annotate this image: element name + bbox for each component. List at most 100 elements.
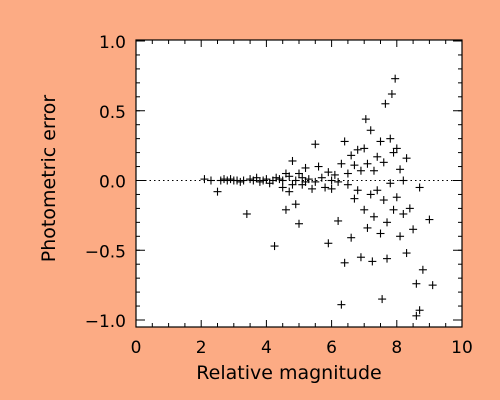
data-point bbox=[402, 249, 411, 258]
data-point bbox=[242, 209, 251, 218]
data-point bbox=[383, 254, 392, 263]
data-point bbox=[281, 205, 290, 214]
data-point bbox=[363, 159, 372, 168]
data-point bbox=[330, 170, 339, 179]
data-point bbox=[337, 159, 346, 168]
data-point bbox=[378, 295, 387, 304]
plot-area bbox=[136, 40, 462, 327]
data-point bbox=[340, 258, 349, 267]
data-points bbox=[200, 74, 437, 320]
data-point bbox=[391, 74, 400, 83]
y-tick-label: −0.5 bbox=[85, 242, 126, 262]
data-point bbox=[412, 311, 421, 320]
data-point bbox=[405, 204, 414, 213]
data-point bbox=[347, 233, 356, 242]
data-point bbox=[361, 115, 370, 124]
data-point bbox=[343, 180, 352, 189]
data-point bbox=[353, 186, 362, 195]
data-point bbox=[386, 179, 395, 188]
data-point bbox=[275, 175, 284, 184]
data-point bbox=[285, 172, 294, 181]
data-point bbox=[428, 281, 437, 290]
data-point bbox=[272, 173, 281, 182]
plot-frame bbox=[135, 39, 463, 328]
data-point bbox=[376, 229, 385, 238]
data-point bbox=[334, 216, 343, 225]
x-tick-label: 6 bbox=[326, 338, 337, 358]
data-point bbox=[327, 176, 336, 185]
data-point bbox=[381, 99, 390, 108]
data-point bbox=[366, 190, 375, 199]
data-point bbox=[399, 176, 408, 185]
x-tick-labels: 0 2 4 6 8 10 bbox=[131, 338, 473, 358]
data-point bbox=[291, 200, 300, 209]
data-point bbox=[368, 257, 377, 266]
data-point bbox=[337, 300, 346, 309]
data-point bbox=[376, 137, 385, 146]
y-tick-label: 0.5 bbox=[99, 103, 126, 123]
data-point bbox=[386, 134, 395, 143]
data-point bbox=[360, 205, 369, 214]
data-point bbox=[379, 158, 388, 167]
data-point bbox=[412, 279, 421, 288]
data-point bbox=[236, 177, 245, 186]
data-point bbox=[200, 175, 209, 184]
data-point bbox=[350, 161, 359, 170]
data-point bbox=[252, 173, 261, 182]
x-tick-label: 2 bbox=[196, 338, 207, 358]
data-point bbox=[369, 166, 378, 175]
data-point bbox=[311, 177, 320, 186]
x-tick-label: 0 bbox=[131, 338, 142, 358]
y-tick-label: 1.0 bbox=[99, 33, 126, 53]
data-point bbox=[425, 215, 434, 224]
data-point bbox=[392, 144, 401, 153]
data-point bbox=[226, 175, 235, 184]
data-point bbox=[373, 186, 382, 195]
data-point bbox=[334, 177, 343, 186]
data-point bbox=[278, 183, 287, 192]
data-point bbox=[295, 219, 303, 228]
data-point bbox=[389, 148, 398, 157]
data-point bbox=[356, 166, 365, 175]
data-point bbox=[246, 175, 255, 184]
data-point bbox=[396, 232, 405, 241]
data-point bbox=[353, 145, 362, 154]
data-point bbox=[324, 239, 333, 248]
data-point bbox=[369, 212, 378, 221]
data-point bbox=[278, 176, 287, 185]
data-point bbox=[327, 184, 336, 193]
x-tick-label: 10 bbox=[451, 338, 473, 358]
data-point bbox=[255, 177, 264, 186]
data-point bbox=[262, 175, 271, 184]
data-point bbox=[239, 176, 248, 185]
data-point bbox=[418, 265, 427, 274]
data-point bbox=[356, 253, 365, 262]
data-point bbox=[399, 209, 408, 218]
data-point bbox=[383, 218, 392, 227]
y-axis-label: Photometric error bbox=[38, 95, 60, 263]
data-point bbox=[298, 173, 307, 182]
data-point bbox=[350, 194, 359, 203]
data-point bbox=[301, 163, 310, 172]
data-point bbox=[366, 126, 375, 135]
data-point bbox=[213, 187, 222, 196]
data-point bbox=[392, 193, 401, 202]
data-point bbox=[402, 154, 411, 163]
data-point bbox=[387, 90, 396, 99]
data-point bbox=[288, 180, 297, 189]
data-point bbox=[409, 225, 418, 234]
data-point bbox=[324, 168, 333, 177]
data-point bbox=[314, 162, 323, 171]
data-point bbox=[363, 223, 372, 232]
data-point bbox=[396, 165, 405, 174]
data-point bbox=[259, 176, 268, 185]
data-point bbox=[291, 176, 300, 185]
data-point bbox=[304, 175, 313, 184]
data-point bbox=[360, 144, 369, 153]
data-point bbox=[415, 183, 424, 192]
data-point bbox=[295, 169, 303, 178]
data-point bbox=[285, 187, 294, 196]
data-point bbox=[206, 176, 215, 185]
data-point bbox=[270, 242, 279, 251]
